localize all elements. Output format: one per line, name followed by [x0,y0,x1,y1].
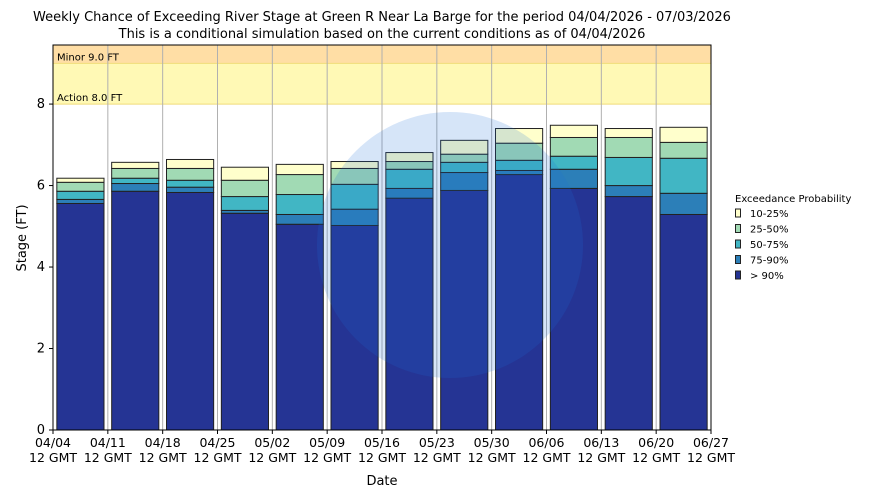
bar-segment [275,163,324,176]
legend: Exceedance Probability 10-25% 25-50% 50-75… [735,194,851,282]
bar-segment [659,157,708,194]
bar-segment [495,128,544,144]
bar-segment [56,190,105,200]
legend-label: 10-25% [750,209,789,220]
y-tick-label: 0 [37,423,45,438]
threshold-label: Minor 9.0 FT [57,52,120,63]
bar-segment [659,126,708,143]
bar-segment [111,167,160,179]
bar-segment [440,139,489,155]
x-tick-label: 05/16 [364,435,400,450]
x-tick-label: 12 GMT [303,450,351,465]
y-tick-label: 6 [37,179,45,194]
y-tick-label: 8 [37,97,45,112]
bar-segment [275,194,324,215]
legend-label: > 90% [750,271,784,282]
x-tick-label: 12 GMT [468,450,516,465]
x-tick-label: 04/04 [35,435,71,450]
x-tick-label: 12 GMT [577,450,625,465]
x-tick-label: 05/09 [309,435,345,450]
legend-title: Exceedance Probability [735,194,851,205]
bar-segment [111,161,160,169]
x-tick-label: 06/06 [528,435,564,450]
bar-segment [166,167,215,181]
legend-swatch [735,208,741,218]
x-tick-label: 12 GMT [84,450,132,465]
bar-segment [604,185,653,198]
x-tick-label: 12 GMT [139,450,187,465]
noaa-watermark-icon [317,112,583,378]
x-tick-label: 05/30 [474,435,510,450]
chart-subtitle: This is a conditional simulation based o… [118,27,646,42]
x-tick-label: 12 GMT [358,450,406,465]
bar-segment [111,190,160,431]
x-tick-label: 12 GMT [523,450,571,465]
x-tick-label: 04/11 [90,435,126,450]
bar-segment [604,156,653,187]
bar-segment [659,192,708,215]
bar-segment [495,174,544,431]
x-tick-label: 12 GMT [632,450,680,465]
bar-segment [56,177,105,183]
x-tick-label: 12 GMT [194,450,242,465]
x-tick-label: 05/02 [254,435,290,450]
x-tick-label: 06/13 [583,435,619,450]
bar-segment [220,179,269,198]
bar-segment [275,213,324,225]
legend-label: 25-50% [750,225,789,236]
bar-segment [330,161,379,169]
bar-segment [330,183,379,210]
bar-segment [220,212,269,431]
y-tick-label: 2 [37,342,45,357]
x-tick-label: 06/27 [693,435,729,450]
bar-segment [166,179,215,188]
bar-segment [56,198,105,204]
bar-segment [440,189,489,431]
bar-segment [549,187,598,431]
bar-segment [220,166,269,181]
bar-segment [111,177,160,185]
bar-segment [549,136,598,157]
x-tick-label: 12 GMT [248,450,296,465]
x-axis-label: Date [366,474,397,489]
legend-label: 50-75% [750,240,789,251]
x-tick-label: 05/23 [419,435,455,450]
bar-segment [275,223,324,431]
bar-segment [385,197,434,431]
bar-segment [385,152,434,163]
y-axis-label: Stage (FT) [15,204,30,271]
legend-swatch [735,255,741,264]
x-tick-label: 04/18 [145,435,181,450]
x-tick-label: 04/25 [199,435,235,450]
bar-segment [111,183,160,192]
legend-swatch [735,224,741,233]
x-tick-label: 12 GMT [413,450,461,465]
x-tick-label: 06/20 [638,435,674,450]
y-tick-label: 4 [37,260,45,275]
bar-segment [659,213,708,431]
legend-swatch [735,270,741,280]
legend-swatch [735,239,741,249]
bar-segment [166,191,215,431]
bar-segment [659,141,708,159]
bar-segment [604,136,653,158]
x-tick-label: 12 GMT [29,450,77,465]
bar-segment [220,196,269,211]
bar-segment [604,196,653,431]
bar-segment [56,202,105,431]
x-tick-label: 12 GMT [687,450,735,465]
bar-segment [166,186,215,193]
chart-title: Weekly Chance of Exceeding River Stage a… [33,10,731,25]
bar-segment [56,181,105,192]
bar-segment [549,124,598,138]
bar-segment [275,174,324,196]
legend-label: 75-90% [750,256,789,267]
bar-segment [166,158,215,169]
bar-segment [330,224,379,431]
threshold-label: Action 8.0 FT [57,93,123,104]
bar-segment [604,128,653,138]
